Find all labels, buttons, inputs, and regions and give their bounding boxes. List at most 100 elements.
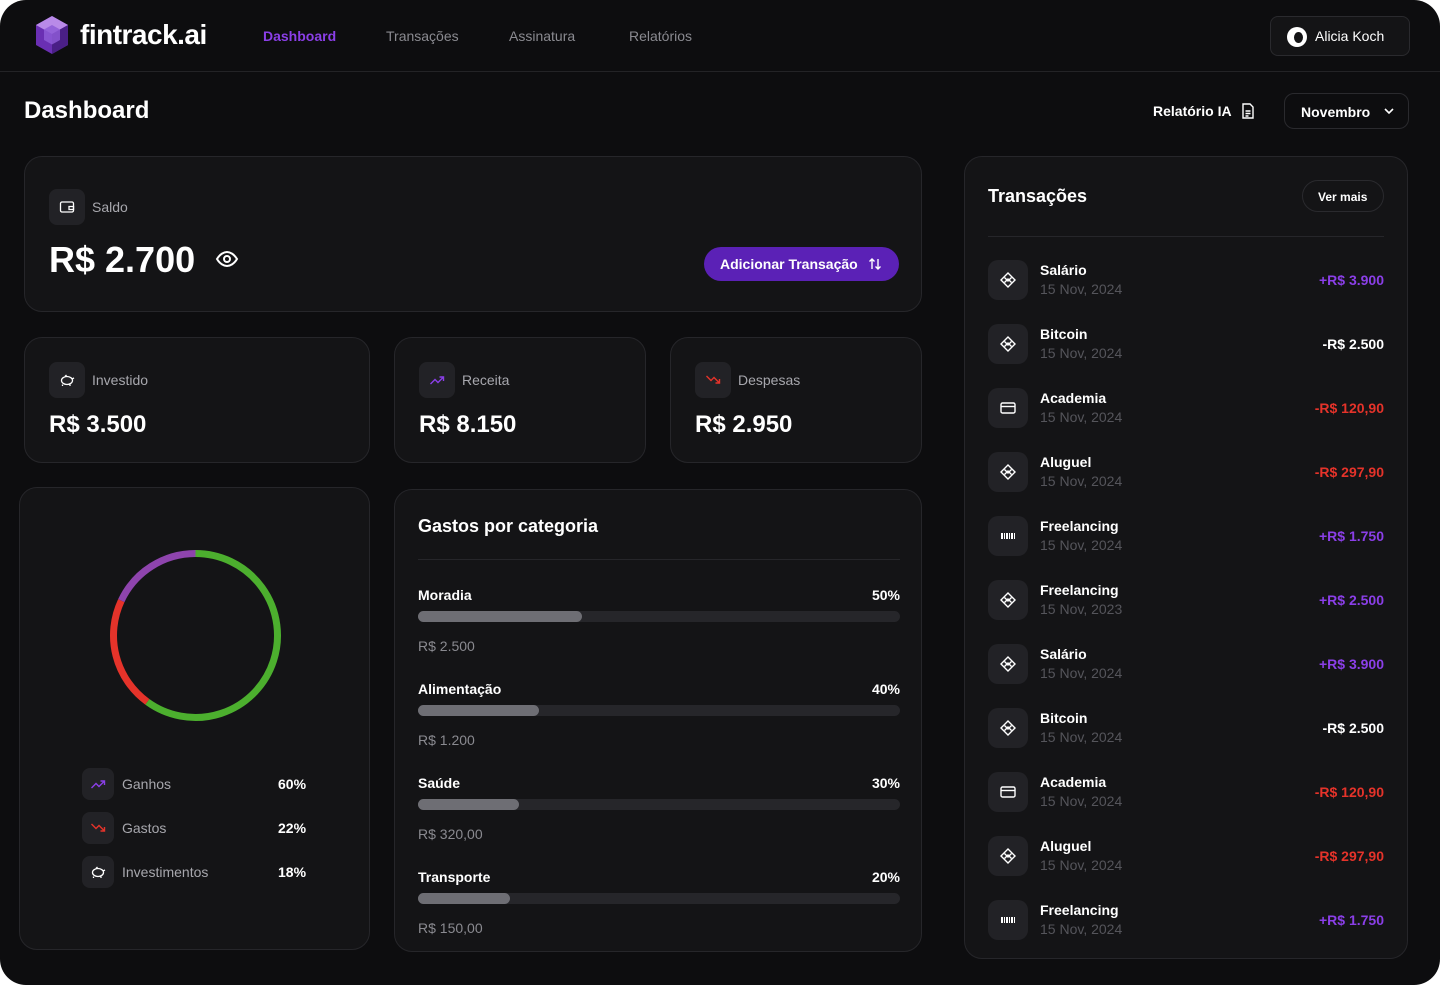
transaction-name: Bitcoin bbox=[1040, 710, 1088, 726]
transaction-date: 15 Nov, 2023 bbox=[1040, 601, 1123, 617]
transaction-row[interactable]: Bitcoin 15 Nov, 2024 -R$ 2.500 bbox=[988, 708, 1384, 748]
document-icon[interactable] bbox=[1241, 103, 1255, 119]
month-select[interactable]: Novembro bbox=[1284, 93, 1409, 129]
nav-transacoes[interactable]: Transações bbox=[386, 28, 459, 44]
category-name: Moradia bbox=[418, 587, 472, 603]
pix-icon bbox=[1000, 848, 1016, 864]
distribution-card: Ganhos 60% Gastos 22% Investimentos 18% bbox=[19, 487, 370, 950]
balance-value: R$ 2.700 bbox=[49, 239, 196, 280]
trending-down-icon bbox=[706, 375, 721, 384]
transaction-row[interactable]: Aluguel 15 Nov, 2024 -R$ 297,90 bbox=[988, 452, 1384, 492]
transaction-row[interactable]: Bitcoin 15 Nov, 2024 -R$ 2.500 bbox=[988, 324, 1384, 364]
donut-segment-gastos bbox=[110, 599, 150, 705]
eye-icon[interactable] bbox=[215, 249, 239, 269]
transaction-row[interactable]: Freelancing 15 Nov, 2024 +R$ 1.750 bbox=[988, 900, 1384, 940]
transaction-amount: -R$ 297,90 bbox=[1314, 464, 1384, 480]
category-item: Transporte 20% R$ 150,00 bbox=[418, 869, 900, 949]
legend-percent: 22% bbox=[278, 820, 307, 836]
user-name: Alicia Koch bbox=[1315, 28, 1385, 44]
transaction-amount: -R$ 120,90 bbox=[1314, 784, 1384, 800]
transaction-name: Salário bbox=[1040, 262, 1087, 278]
income-card: Receita R$ 8.150 bbox=[394, 337, 646, 463]
pix-icon bbox=[1000, 336, 1016, 352]
expenses-value: R$ 2.950 bbox=[695, 411, 793, 438]
transaction-row[interactable]: Salário 15 Nov, 2024 +R$ 3.900 bbox=[988, 644, 1384, 684]
nav-assinatura[interactable]: Assinatura bbox=[509, 28, 576, 44]
barcode-icon bbox=[1001, 917, 1015, 923]
category-progress-fill bbox=[418, 611, 582, 622]
transaction-row[interactable]: Freelancing 15 Nov, 2024 +R$ 1.750 bbox=[988, 516, 1384, 556]
piggy-bank-icon bbox=[91, 866, 106, 878]
add-transaction-button[interactable]: Adicionar Transação bbox=[704, 247, 899, 281]
category-amount: R$ 320,00 bbox=[418, 826, 483, 842]
transaction-amount: -R$ 2.500 bbox=[1322, 336, 1384, 352]
credit-card-icon bbox=[1000, 786, 1016, 798]
chevron-down-icon bbox=[1384, 108, 1394, 115]
legend-item-gastos: Gastos 22% bbox=[82, 812, 312, 844]
ai-report-button[interactable]: Relatório IA bbox=[1153, 103, 1232, 119]
category-progress-fill bbox=[418, 799, 520, 810]
transaction-name: Freelancing bbox=[1040, 902, 1119, 918]
legend-name: Gastos bbox=[122, 820, 167, 836]
brand-name[interactable]: fintrack.ai bbox=[80, 19, 207, 50]
top-nav: fintrack.ai Dashboard Transações Assinat… bbox=[0, 0, 1440, 72]
category-amount: R$ 150,00 bbox=[418, 920, 483, 936]
trending-up-icon bbox=[430, 376, 445, 385]
category-amount: R$ 1.200 bbox=[418, 732, 475, 748]
month-select-value: Novembro bbox=[1301, 104, 1371, 120]
add-transaction-label: Adicionar Transação bbox=[720, 256, 858, 272]
pix-icon bbox=[1000, 464, 1016, 480]
transaction-date: 15 Nov, 2024 bbox=[1040, 281, 1123, 297]
logo-icon[interactable] bbox=[34, 15, 70, 55]
transaction-amount: +R$ 3.900 bbox=[1319, 656, 1384, 672]
transactions-title: Transações bbox=[988, 186, 1088, 206]
category-name: Transporte bbox=[418, 869, 491, 885]
category-progress-fill bbox=[418, 893, 510, 904]
page-title: Dashboard bbox=[24, 97, 150, 124]
transaction-amount: +R$ 1.750 bbox=[1319, 528, 1384, 544]
trending-up-icon bbox=[91, 780, 106, 789]
transaction-row[interactable]: Academia 15 Nov, 2024 -R$ 120,90 bbox=[988, 388, 1384, 428]
transaction-name: Academia bbox=[1040, 390, 1107, 406]
transaction-row[interactable]: Aluguel 15 Nov, 2024 -R$ 297,90 bbox=[988, 836, 1384, 876]
transaction-name: Freelancing bbox=[1040, 582, 1119, 598]
pix-icon-box bbox=[988, 324, 1028, 364]
invested-value: R$ 3.500 bbox=[49, 411, 147, 438]
trending-up-icon-box bbox=[82, 768, 114, 800]
income-value: R$ 8.150 bbox=[419, 411, 517, 438]
pix-icon bbox=[1000, 592, 1016, 608]
legend-percent: 60% bbox=[278, 776, 307, 792]
transaction-name: Bitcoin bbox=[1040, 326, 1088, 342]
legend-name: Investimentos bbox=[122, 864, 209, 880]
user-menu-button[interactable]: Alicia Koch bbox=[1270, 16, 1410, 56]
expenses-card: Despesas R$ 2.950 bbox=[670, 337, 922, 463]
pix-icon-box bbox=[988, 708, 1028, 748]
category-percent: 50% bbox=[871, 587, 900, 603]
transaction-row[interactable]: Salário 15 Nov, 2024 +R$ 3.900 bbox=[988, 260, 1384, 300]
category-percent: 20% bbox=[871, 869, 900, 885]
transaction-name: Freelancing bbox=[1040, 518, 1119, 534]
pix-icon bbox=[1000, 272, 1016, 288]
transaction-name: Aluguel bbox=[1040, 454, 1092, 470]
donut-segment-ganhos bbox=[145, 550, 281, 721]
donut-chart bbox=[110, 550, 281, 721]
trending-down-icon-box bbox=[695, 362, 731, 398]
see-more-button[interactable]: Ver mais bbox=[1302, 180, 1384, 212]
transaction-date: 15 Nov, 2024 bbox=[1040, 345, 1123, 361]
category-progress-track bbox=[418, 893, 900, 904]
invested-card: Investido R$ 3.500 bbox=[24, 337, 370, 463]
transactions-card: Transações Ver mais Salário 15 Nov, 2024 +… bbox=[964, 156, 1408, 959]
transaction-amount: -R$ 2.500 bbox=[1322, 720, 1384, 736]
nav-relatorios[interactable]: Relatórios bbox=[629, 28, 693, 44]
nav-dashboard[interactable]: Dashboard bbox=[263, 28, 337, 44]
transaction-date: 15 Nov, 2024 bbox=[1040, 473, 1123, 489]
transaction-row[interactable]: Freelancing 15 Nov, 2023 +R$ 2.500 bbox=[988, 580, 1384, 620]
balance-label: Saldo bbox=[92, 199, 128, 215]
pix-icon-box bbox=[988, 580, 1028, 620]
legend-name: Ganhos bbox=[122, 776, 172, 792]
credit-card-icon bbox=[1000, 402, 1016, 414]
legend-item-ganhos: Ganhos 60% bbox=[82, 768, 312, 800]
transaction-row[interactable]: Academia 15 Nov, 2024 -R$ 120,90 bbox=[988, 772, 1384, 812]
credit-card-icon-box bbox=[988, 772, 1028, 812]
